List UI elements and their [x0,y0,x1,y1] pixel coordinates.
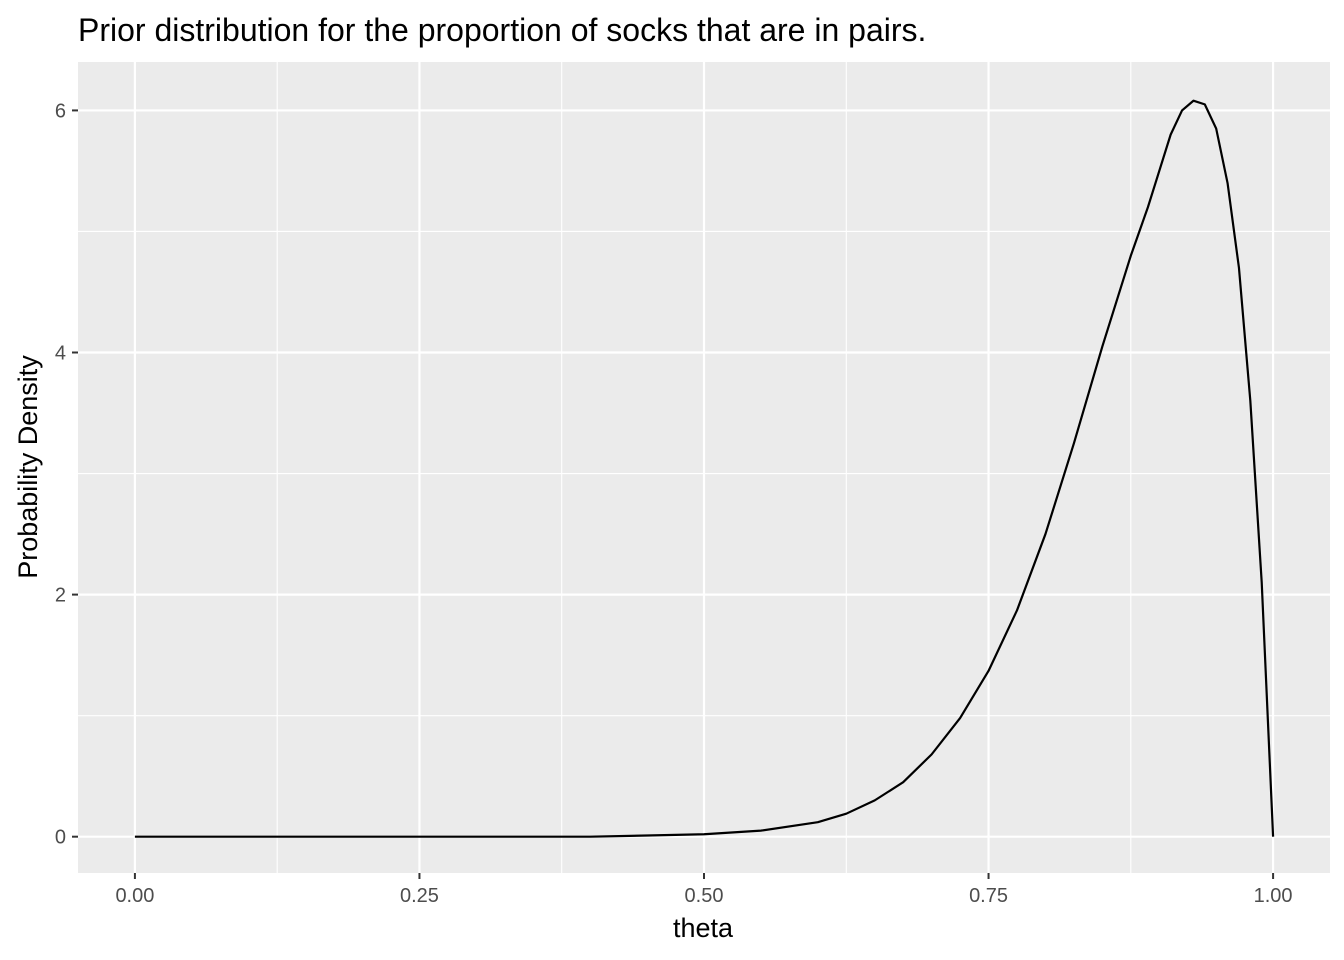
y-tick-label: 0 [55,827,66,849]
y-tick-label: 2 [55,585,66,607]
x-axis: 0.00 0.25 0.50 0.75 1.00 [115,873,1293,907]
x-tick-label: 0.25 [400,885,439,907]
y-tick-label: 4 [55,343,66,365]
x-tick-label: 0.75 [969,885,1008,907]
x-tick-label: 0.00 [115,885,154,907]
x-axis-title: theta [673,913,734,943]
chart-title: Prior distribution for the proportion of… [78,12,926,48]
y-tick-label: 6 [55,100,66,122]
x-tick-label: 1.00 [1254,885,1293,907]
major-gridlines [78,62,1330,873]
y-axis-title: Probability Density [13,355,43,579]
x-tick-label: 0.50 [685,885,724,907]
y-axis: 0 2 4 6 [55,100,78,849]
density-curve [134,99,1275,838]
